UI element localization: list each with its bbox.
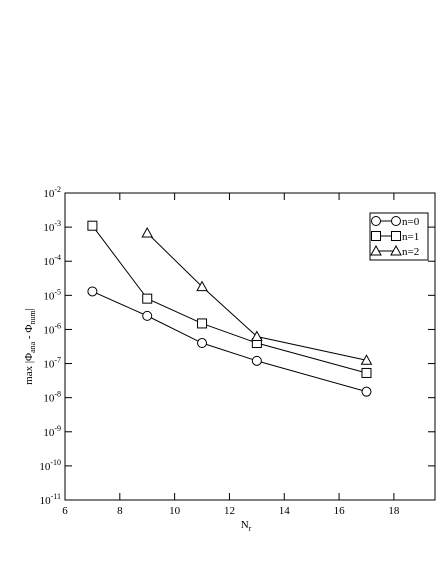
marker: [197, 318, 208, 329]
marker: [197, 338, 208, 349]
y-label-part: ana: [28, 341, 37, 353]
y-tick-label: 10-4: [43, 253, 61, 268]
x-tick-label: 8: [117, 505, 123, 517]
series-line: [92, 290, 367, 393]
marker: [370, 244, 382, 256]
x-tick-label: 14: [279, 505, 291, 517]
marker: [251, 330, 263, 342]
y-label-part: - Φ: [23, 325, 35, 342]
y-tick-label: 10-11: [40, 492, 61, 507]
x-tick-label: 18: [388, 505, 400, 517]
y-tick-exponent: -7: [54, 356, 61, 365]
marker: [371, 231, 381, 241]
y-tick-exponent: -6: [54, 321, 61, 330]
x-label-part: N: [241, 519, 249, 531]
y-tick-exponent: -4: [54, 253, 61, 262]
marker: [142, 293, 153, 304]
y-tick-exponent: -11: [51, 492, 61, 501]
y-tick-base: 10: [43, 222, 55, 234]
marker: [361, 367, 372, 378]
y-tick-label: 10-5: [43, 287, 61, 302]
x-label-part: r: [249, 524, 252, 533]
y-tick-label: 10-3: [43, 219, 61, 234]
x-tick-label: 6: [62, 505, 68, 517]
y-tick-label: 10-10: [39, 458, 61, 473]
y-tick-exponent: -8: [54, 390, 61, 399]
legend-label: n=0: [402, 216, 420, 228]
x-axis-label: Nr: [241, 519, 252, 533]
y-tick-base: 10: [43, 188, 55, 200]
marker: [371, 216, 381, 226]
y-tick-label: 10-2: [43, 185, 61, 200]
marker: [87, 286, 98, 297]
y-tick-exponent: -2: [54, 185, 61, 194]
y-tick-base: 10: [43, 324, 55, 336]
y-tick-base: 10: [43, 359, 55, 371]
marker: [141, 227, 154, 238]
marker: [361, 386, 372, 397]
plot-frame: [64, 192, 436, 501]
y-label-part: |: [23, 308, 35, 310]
legend-label: n=2: [402, 246, 419, 258]
y-tick-label: 10-7: [43, 356, 61, 371]
y-tick-base: 10: [43, 393, 55, 405]
y-label-part: num: [28, 310, 37, 325]
y-tick-exponent: -9: [54, 424, 61, 433]
y-tick-base: 10: [40, 495, 52, 507]
marker: [391, 231, 401, 241]
y-label-part: max |Φ: [23, 353, 35, 385]
y-tick-base: 10: [39, 461, 51, 473]
y-tick-base: 10: [43, 290, 55, 302]
marker: [87, 220, 98, 231]
y-tick-exponent: -10: [50, 458, 61, 467]
y-tick-base: 10: [43, 427, 55, 439]
x-tick-label: 10: [169, 505, 181, 517]
y-tick-base: 10: [43, 256, 55, 268]
y-tick-label: 10-9: [43, 424, 61, 439]
x-tick-label: 16: [334, 505, 346, 517]
legend-label: n=1: [402, 231, 419, 243]
y-tick-label: 10-6: [43, 321, 61, 336]
series-line: [146, 232, 367, 361]
y-tick-exponent: -3: [54, 219, 61, 228]
marker: [390, 244, 402, 256]
marker: [142, 310, 153, 321]
marker: [360, 354, 373, 365]
y-axis-label: max |Φana - Φnum|: [23, 308, 37, 385]
marker: [251, 355, 262, 366]
x-tick-label: 12: [224, 505, 235, 517]
marker: [196, 280, 208, 292]
y-tick-label: 10-8: [43, 390, 61, 405]
marker: [391, 216, 401, 226]
y-tick-exponent: -5: [54, 287, 61, 296]
